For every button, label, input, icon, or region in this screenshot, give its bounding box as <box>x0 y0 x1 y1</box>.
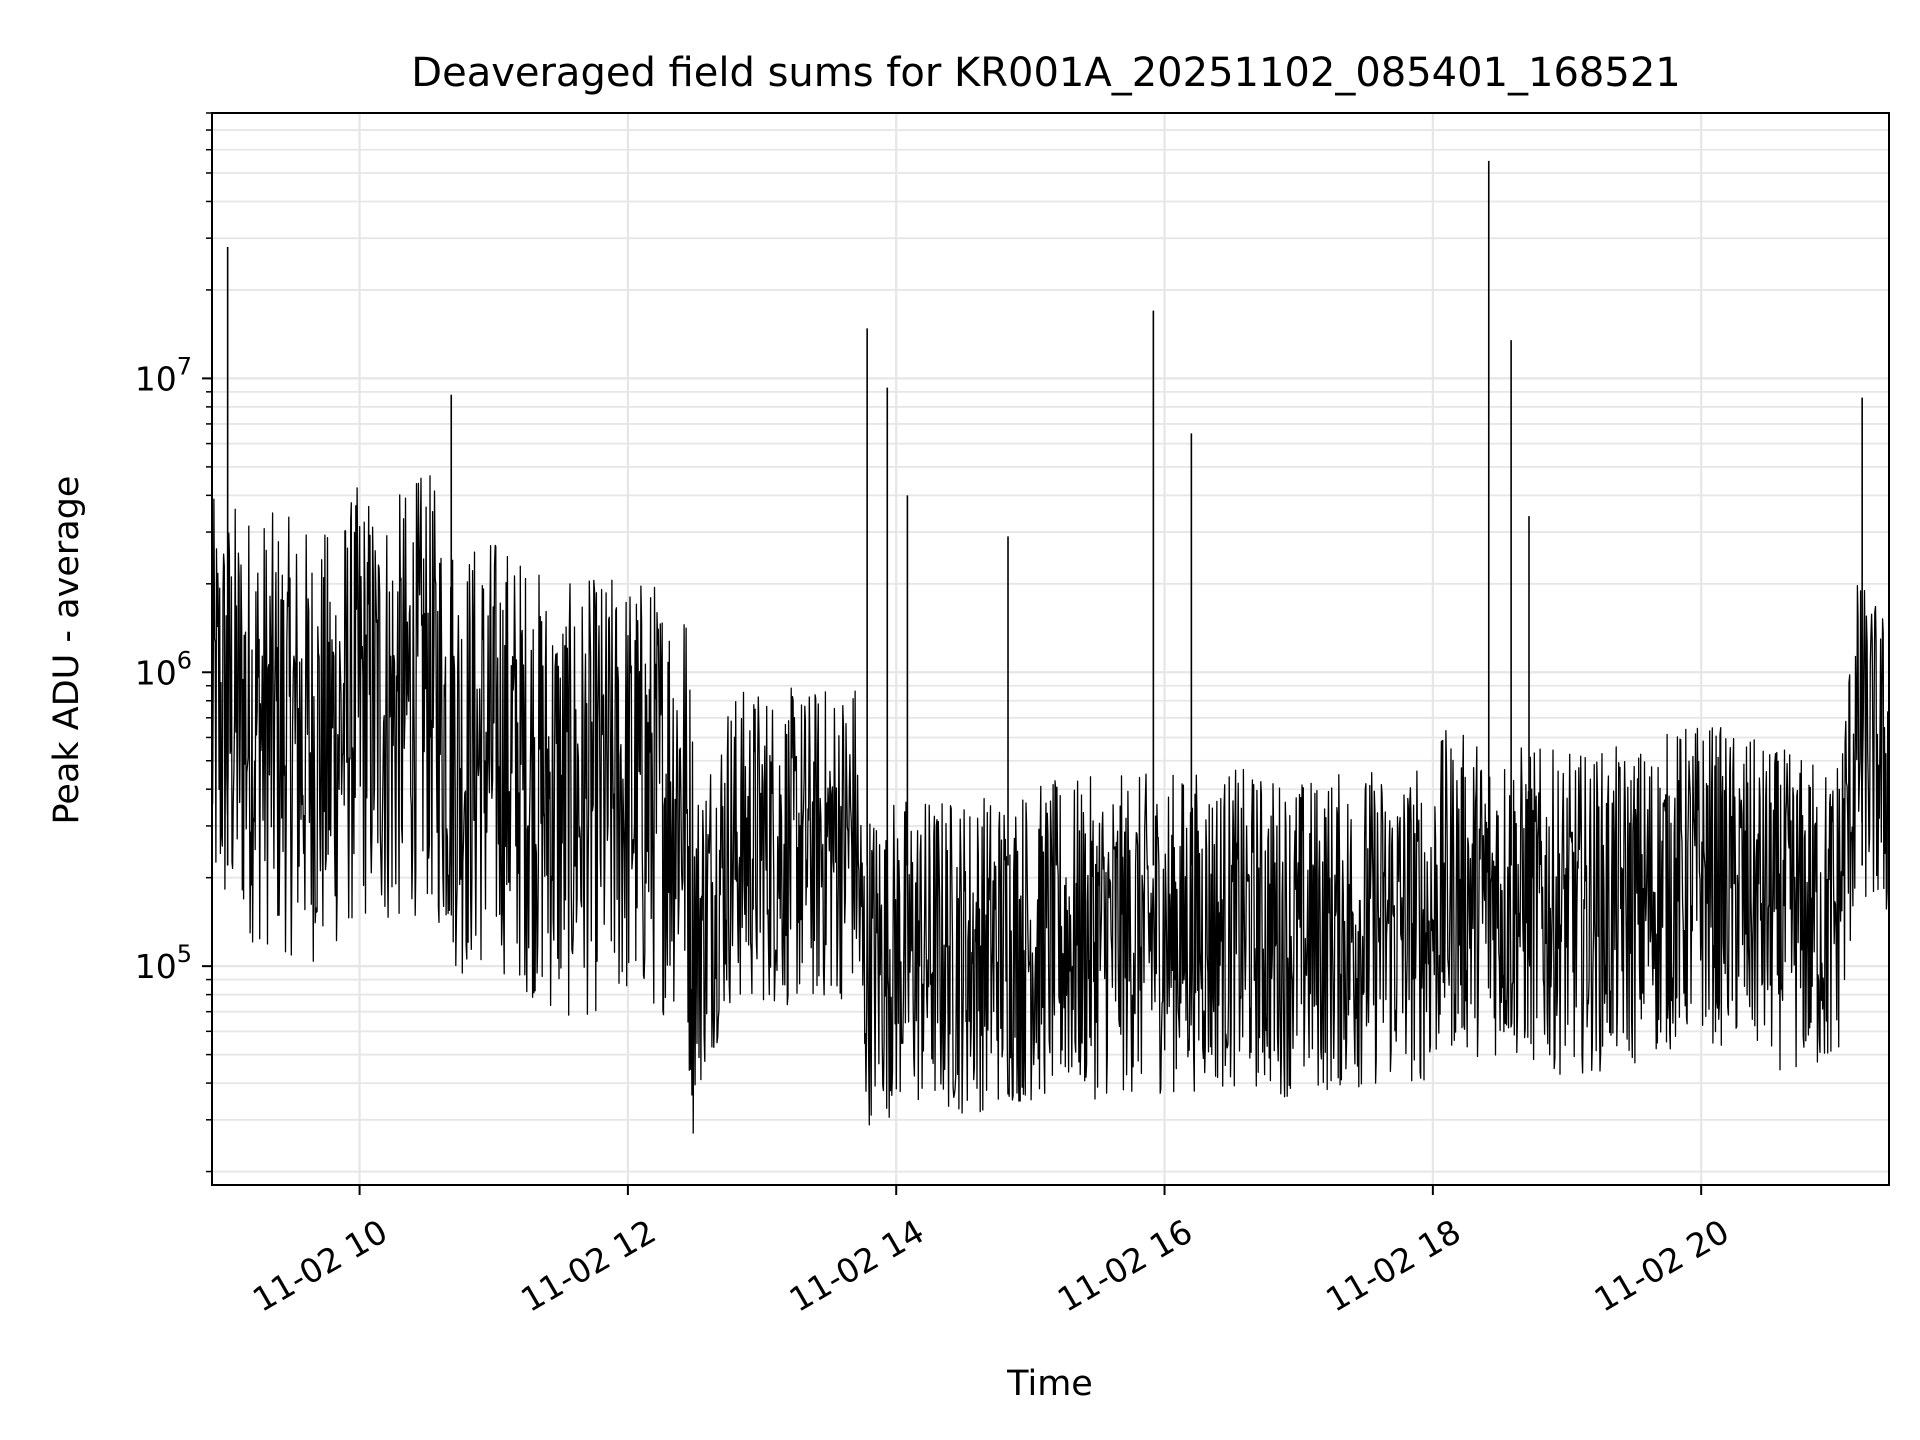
axes-frame <box>211 112 1890 1186</box>
y-tick-label: 106 <box>135 646 192 692</box>
plot-area <box>211 160 1890 1134</box>
x-axis-label: Time <box>1006 1364 1093 1404</box>
chart-title: Deaveraged field sums for KR001A_2025110… <box>411 50 1680 96</box>
y-tick-label: 105 <box>135 940 192 986</box>
y-axis-label: Peak ADU - average <box>47 476 87 825</box>
series-line-0 <box>211 475 1890 1134</box>
y-tick-label: 107 <box>135 352 192 398</box>
